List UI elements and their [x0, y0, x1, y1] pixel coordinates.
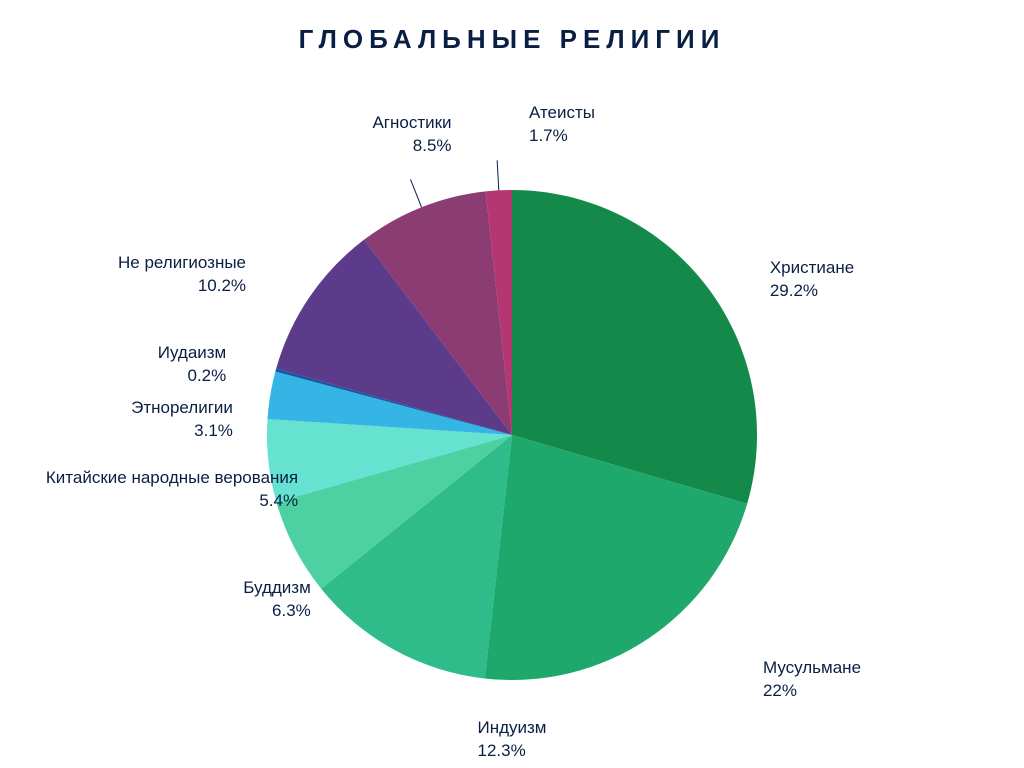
chart-container: Христиане29.2%Мусульмане22%Индуизм12.3%Б… — [0, 55, 1024, 755]
pie-chart-svg — [0, 55, 1024, 755]
chart-title: ГЛОБАЛЬНЫЕ РЕЛИГИИ — [0, 0, 1024, 55]
leader-line — [497, 160, 499, 190]
leader-line — [411, 179, 422, 207]
